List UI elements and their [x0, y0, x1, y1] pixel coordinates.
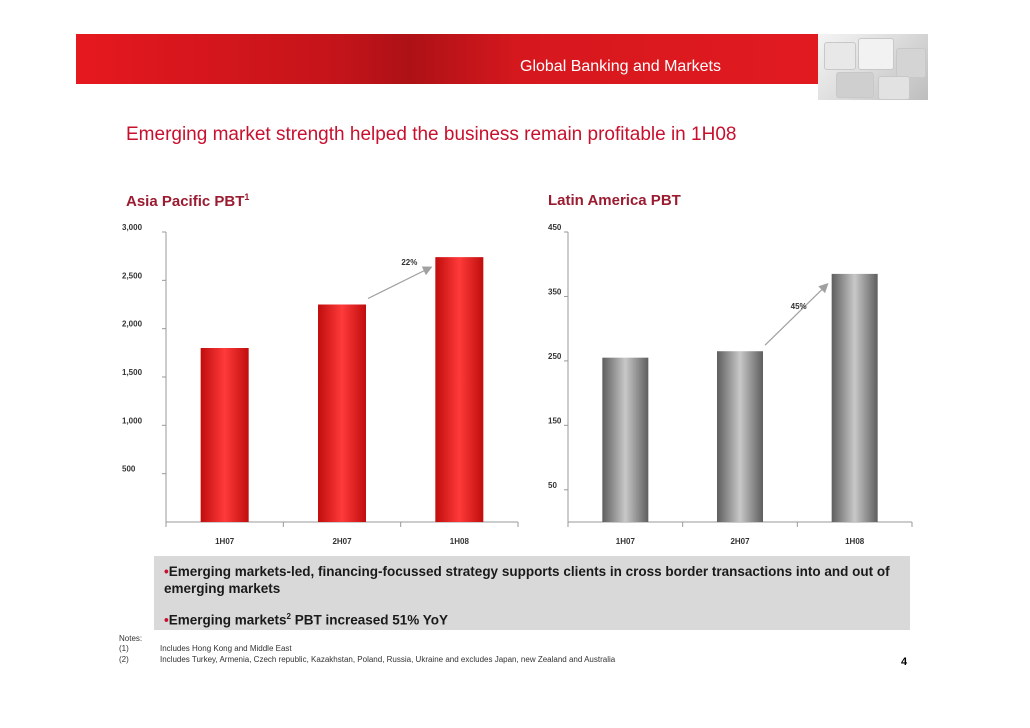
- bullet-marker: •: [164, 612, 169, 628]
- bullet-2-text-after: PBT increased 51% YoY: [290, 612, 449, 628]
- latam-x-tick-label: 1H07: [616, 537, 636, 546]
- asia-y-tick-label: 1,500: [122, 368, 143, 377]
- bullet-marker: •: [164, 564, 169, 579]
- asia-chart-title: Asia Pacific PBT1: [126, 192, 250, 210]
- asia-x-tick-label: 1H08: [450, 537, 470, 546]
- puzzle-image: [818, 34, 928, 100]
- page-number: 4: [901, 656, 908, 668]
- latam-bar-1h08: [831, 273, 878, 522]
- notes-heading: Notes:: [119, 634, 143, 643]
- asia-x-tick-label: 1H07: [215, 537, 235, 546]
- bullet-2-text-before: Emerging markets: [168, 612, 287, 628]
- latam-growth-arrow: [764, 283, 829, 346]
- asia-y-tick-label: 500: [122, 465, 136, 474]
- asia-bar-1h08: [435, 257, 484, 522]
- latam-y-tick-label: 50: [548, 481, 557, 490]
- latam-growth-label: 45%: [791, 302, 807, 311]
- latam-x-tick-label: 2H07: [730, 537, 750, 546]
- latam-y-tick-label: 350: [548, 287, 562, 296]
- header-band: [76, 34, 818, 84]
- asia-y-tick-label: 2,500: [122, 271, 143, 280]
- bullet-2: •Emerging markets2 PBT increased 51% YoY: [164, 608, 448, 629]
- latam-bar-2h07: [717, 351, 763, 522]
- bullets-box: •Emerging markets-led, financing-focusse…: [154, 556, 910, 630]
- note-1-label: (1): [119, 644, 129, 653]
- asia-x-tick-label: 2H07: [332, 537, 352, 546]
- asia-title-footnote: 1: [244, 192, 250, 202]
- asia-pacific-chart: 3,000 2,500 2,000 1,500 1,000 500 1H07 2H07 1H08…: [122, 223, 519, 546]
- asia-y-tick-label: 3,000: [122, 223, 143, 232]
- latam-chart-title: Latin America PBT: [548, 192, 681, 209]
- asia-bar-2h07: [318, 304, 366, 522]
- latam-y-tick-label: 150: [548, 416, 562, 425]
- latam-bar-1h07: [602, 357, 649, 522]
- asia-bar-1h07: [200, 348, 249, 522]
- bullet-1-text: Emerging markets-led, financing-focussed…: [164, 564, 890, 596]
- latam-x-tick-label: 1H08: [845, 537, 865, 546]
- note-2-text: Includes Turkey, Armenia, Czech republic…: [160, 655, 616, 664]
- asia-y-tick-label: 2,000: [122, 320, 143, 329]
- note-1-text: Includes Hong Kong and Middle East: [160, 644, 292, 653]
- asia-growth-arrow: [367, 266, 433, 300]
- latin-america-chart: 450 350 250 150 50 1H07 2H07 1H08 45%: [548, 223, 913, 546]
- asia-y-tick-label: 1,000: [122, 416, 143, 425]
- slide-headline: Emerging market strength helped the busi…: [126, 124, 737, 145]
- header-title: Global Banking and Markets: [520, 58, 721, 75]
- bullet-1: •Emerging markets-led, financing-focusse…: [164, 563, 894, 597]
- bullet-2-footnote: 2: [286, 612, 291, 621]
- asia-growth-label: 22%: [401, 258, 417, 267]
- latam-y-tick-label: 250: [548, 352, 562, 361]
- note-2-label: (2): [119, 655, 129, 664]
- latam-y-tick-label: 450: [548, 223, 562, 232]
